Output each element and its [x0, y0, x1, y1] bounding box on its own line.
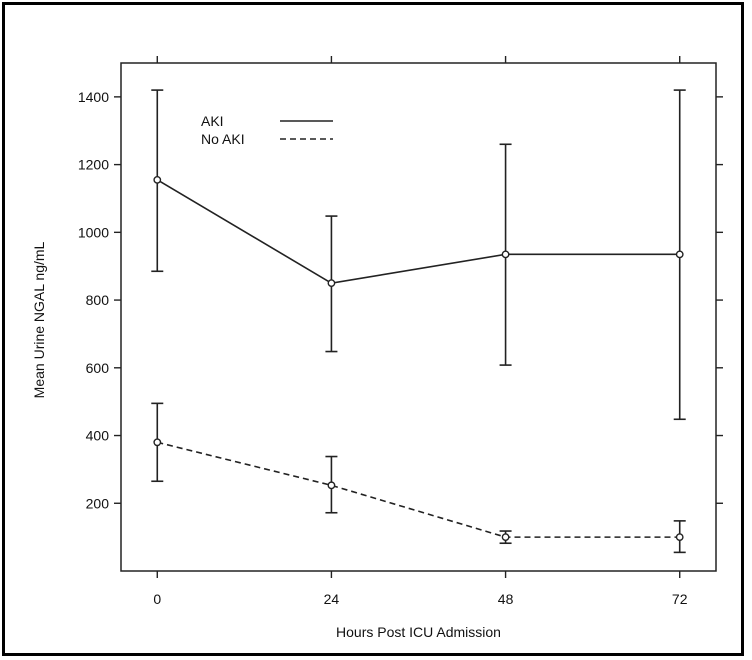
x-axis-title: Hours Post ICU Admission [336, 624, 501, 640]
data-point [675, 250, 684, 259]
y-axis: 200 400 600 800 1000 1200 1400 [78, 89, 723, 511]
series-line-no-aki [157, 441, 680, 538]
y-tick-label: 1200 [78, 157, 109, 173]
legend-label: AKI [201, 113, 224, 129]
figure-frame [2, 2, 744, 656]
data-point [501, 250, 510, 259]
data-point [327, 279, 336, 288]
y-tick-label: 1400 [78, 89, 109, 105]
data-point [327, 481, 336, 490]
y-axis-title: Mean Urine NGAL ng/mL [31, 241, 47, 398]
y-tick-label: 600 [86, 360, 110, 376]
series-line-aki [156, 179, 680, 284]
legend-label: No AKI [201, 131, 245, 147]
data-point [675, 533, 684, 542]
y-tick-label: 200 [86, 495, 110, 511]
y-tick-label: 400 [86, 428, 110, 444]
legend: AKI No AKI [201, 113, 333, 147]
x-axis: 0 24 48 72 [153, 56, 688, 607]
data-point [153, 438, 162, 447]
y-tick-label: 800 [86, 292, 110, 308]
series-no-aki [151, 402, 686, 554]
y-tick-label: 1000 [78, 224, 109, 240]
x-tick-label: 24 [324, 591, 340, 607]
series-layer [151, 89, 686, 554]
series-aki [151, 89, 686, 421]
data-point [153, 175, 162, 184]
x-tick-label: 72 [672, 591, 688, 607]
plot-area [120, 62, 717, 572]
x-tick-label: 0 [153, 591, 161, 607]
x-tick-label: 48 [498, 591, 514, 607]
data-point [501, 533, 510, 542]
